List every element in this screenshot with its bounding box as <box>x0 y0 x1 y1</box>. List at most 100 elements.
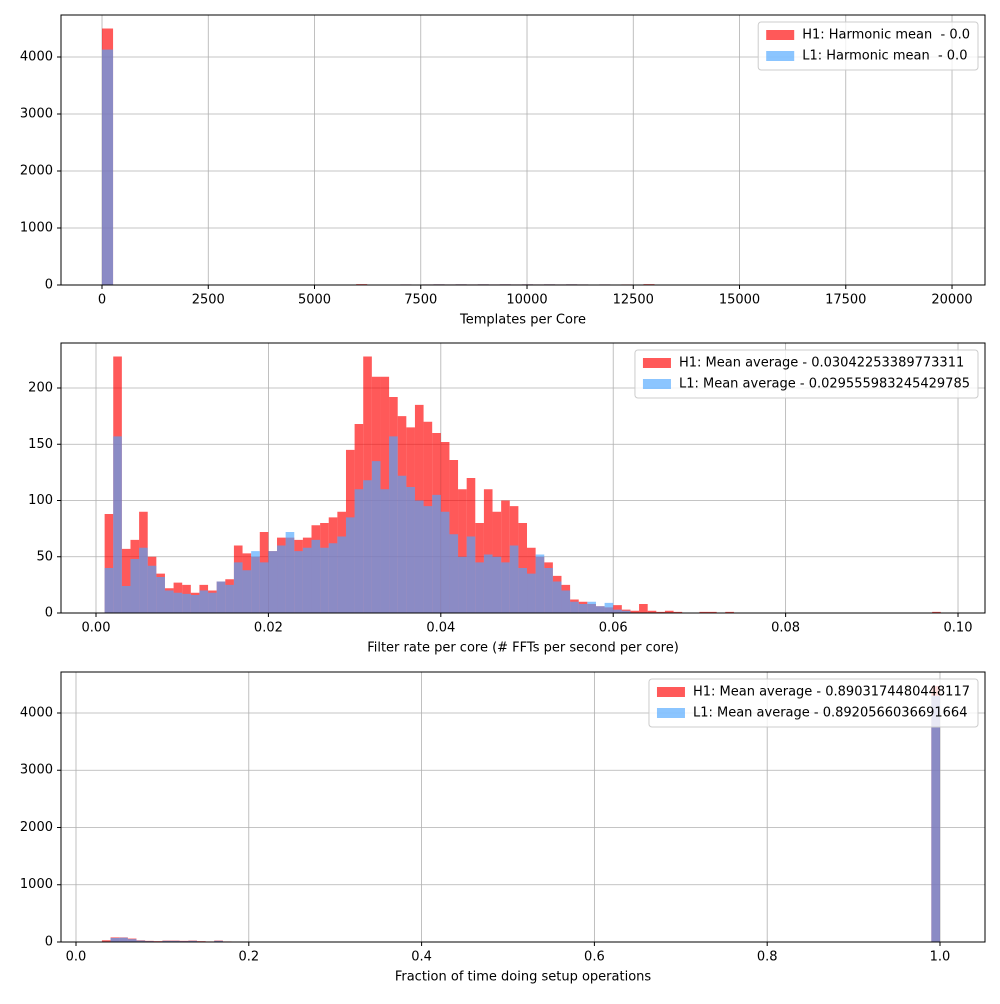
legend-label: H1: Mean average - 0.8903174480448117 <box>693 685 970 700</box>
histogram-bar <box>587 602 596 613</box>
legend-swatch <box>643 358 671 368</box>
histogram-bar <box>105 568 114 613</box>
x-tick-label: 2500 <box>192 293 225 308</box>
histogram-bar <box>501 562 510 613</box>
x-tick-label: 15000 <box>719 293 760 308</box>
histogram-bar <box>260 562 269 613</box>
histogram-bar <box>493 557 502 613</box>
histogram-bar <box>130 559 139 613</box>
x-axis-label: Filter rate per core (# FFTs per second … <box>367 641 679 656</box>
histogram-bar <box>441 512 450 613</box>
y-tick-label: 50 <box>36 549 53 564</box>
histogram-bar <box>363 480 372 613</box>
legend-swatch <box>766 30 794 40</box>
histogram-bar <box>286 532 295 613</box>
x-tick-label: 0.06 <box>599 621 628 636</box>
y-tick-label: 0 <box>45 278 53 293</box>
histogram-bar <box>415 501 424 614</box>
histogram-bar <box>380 489 389 613</box>
histogram-bar <box>312 540 321 613</box>
histogram-bar <box>111 938 120 942</box>
x-tick-label: 0.10 <box>944 621 973 636</box>
histogram-bar <box>527 574 536 613</box>
histogram-bar <box>251 551 260 613</box>
x-tick-label: 0.0 <box>66 950 87 965</box>
histogram-bar <box>174 593 183 613</box>
histogram-bar <box>113 436 122 613</box>
x-tick-label: 0.2 <box>238 950 259 965</box>
x-tick-label: 12500 <box>613 293 654 308</box>
histogram-bar <box>320 548 329 613</box>
legend: H1: Mean average - 0.03042253389773311 L1… <box>635 350 978 398</box>
histogram-bar <box>191 595 200 613</box>
x-tick-label: 0.8 <box>757 950 778 965</box>
histogram-bar <box>199 591 208 614</box>
histogram-bar <box>234 562 243 613</box>
histogram-bar <box>536 555 545 614</box>
x-tick-label: 0.08 <box>771 621 800 636</box>
y-tick-label: 3000 <box>20 763 53 778</box>
x-tick-label: 0 <box>98 293 106 308</box>
histogram-bar <box>372 461 381 613</box>
y-tick-label: 1000 <box>20 877 53 892</box>
histogram-bar <box>510 546 519 614</box>
histogram-bar <box>931 696 940 942</box>
histogram-bar <box>217 582 226 614</box>
histogram-bar <box>148 566 157 613</box>
histogram-bar <box>579 604 588 613</box>
histogram-bar <box>570 602 579 613</box>
x-tick-label: 20000 <box>931 293 972 308</box>
histogram-bar <box>294 551 303 613</box>
x-tick-label: 10000 <box>506 293 547 308</box>
histogram-bar <box>389 436 398 613</box>
x-tick-label: 0.6 <box>584 950 605 965</box>
histogram-bar <box>518 568 527 613</box>
histogram-bar <box>639 604 648 613</box>
histogram-bar <box>613 610 622 613</box>
legend-label: L1: Harmonic mean - 0.0 <box>802 49 967 64</box>
legend-swatch <box>766 51 794 61</box>
legend-label: H1: Mean average - 0.03042253389773311 <box>679 356 964 371</box>
y-tick-label: 2000 <box>20 820 53 835</box>
x-tick-label: 5000 <box>298 293 331 308</box>
histogram-bar <box>243 570 252 613</box>
x-tick-label: 0.00 <box>82 621 111 636</box>
histogram-bar <box>277 546 286 614</box>
legend-label: H1: Harmonic mean - 0.0 <box>802 28 970 43</box>
histogram-bar <box>544 568 553 613</box>
histogram-bar <box>406 487 415 613</box>
legend-label: L1: Mean average - 0.029555983245429785 <box>679 377 970 392</box>
legend: H1: Harmonic mean - 0.0 L1: Harmonic mean… <box>758 22 978 70</box>
histogram-bar <box>122 586 131 613</box>
y-tick-label: 0 <box>45 935 53 950</box>
histogram-bar <box>561 591 570 614</box>
x-tick-label: 1.0 <box>930 950 951 965</box>
histogram-bar <box>475 562 484 613</box>
x-tick-label: 0.02 <box>254 621 283 636</box>
y-tick-label: 0 <box>45 606 53 621</box>
histogram-bar <box>303 548 312 613</box>
legend-swatch <box>657 708 685 718</box>
y-tick-label: 150 <box>28 437 53 452</box>
legend-swatch <box>643 379 671 389</box>
x-tick-label: 0.4 <box>411 950 432 965</box>
y-tick-label: 4000 <box>20 50 53 65</box>
histogram-bar <box>467 537 476 614</box>
y-tick-label: 4000 <box>20 705 53 720</box>
histogram-bar <box>208 593 217 613</box>
histogram-bar <box>225 585 234 613</box>
legend: H1: Mean average - 0.8903174480448117L1:… <box>649 679 978 727</box>
histogram-bar <box>596 606 605 613</box>
histogram-bar <box>553 582 562 614</box>
y-tick-label: 3000 <box>20 107 53 122</box>
histogram-bar <box>182 594 191 613</box>
x-tick-label: 17500 <box>825 293 866 308</box>
histogram-bar <box>268 551 277 613</box>
histogram-bar <box>337 537 346 614</box>
histogram-bar <box>346 517 355 613</box>
y-tick-label: 100 <box>28 493 53 508</box>
histogram-bar <box>329 543 338 613</box>
y-tick-label: 2000 <box>20 164 53 179</box>
legend-swatch <box>657 687 685 697</box>
